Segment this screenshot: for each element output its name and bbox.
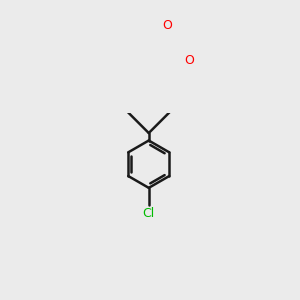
Text: O: O [163,19,172,32]
Text: O: O [184,54,194,67]
Text: Cl: Cl [142,206,155,220]
